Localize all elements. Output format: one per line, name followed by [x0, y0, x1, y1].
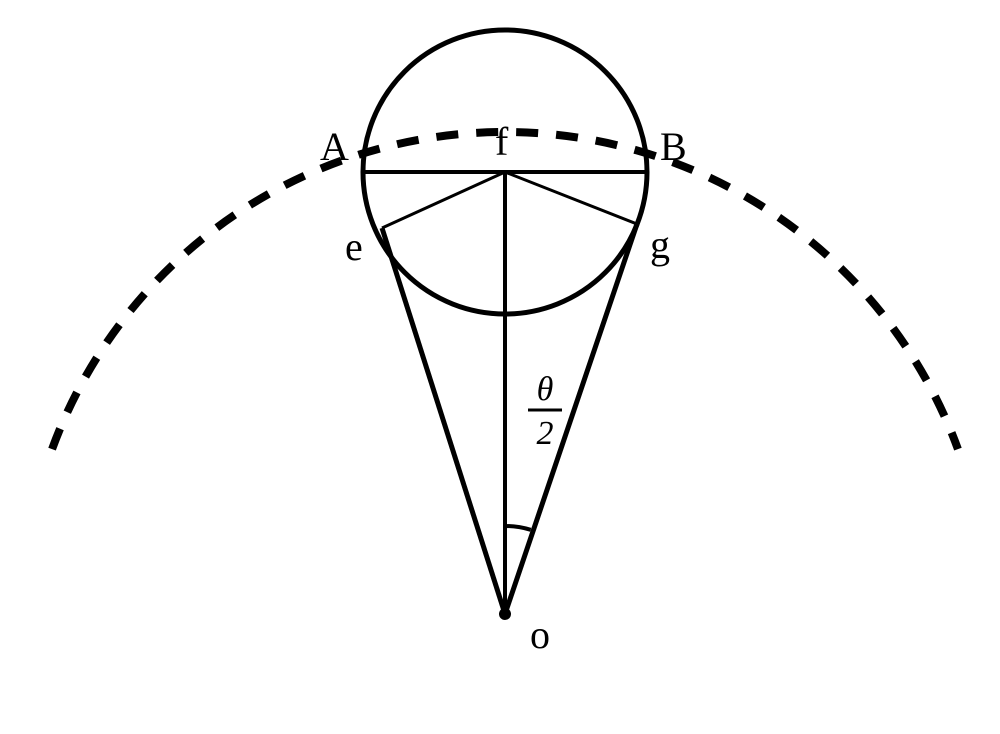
point-o-dot — [499, 608, 511, 620]
label-o: o — [530, 612, 550, 657]
label-A: A — [320, 124, 349, 169]
tangent-g — [505, 224, 637, 614]
label-e: e — [345, 224, 363, 269]
label-g: g — [650, 222, 670, 267]
label-B: B — [660, 124, 687, 169]
angle-label-fraction: θ2 — [528, 371, 562, 452]
angle-arc — [505, 526, 531, 530]
label-f: f — [495, 119, 509, 164]
radius-e — [382, 172, 505, 228]
angle-numer: θ — [537, 371, 554, 408]
tangent-e — [382, 228, 505, 614]
radius-g — [505, 172, 637, 224]
angle-denom: 2 — [537, 415, 554, 452]
